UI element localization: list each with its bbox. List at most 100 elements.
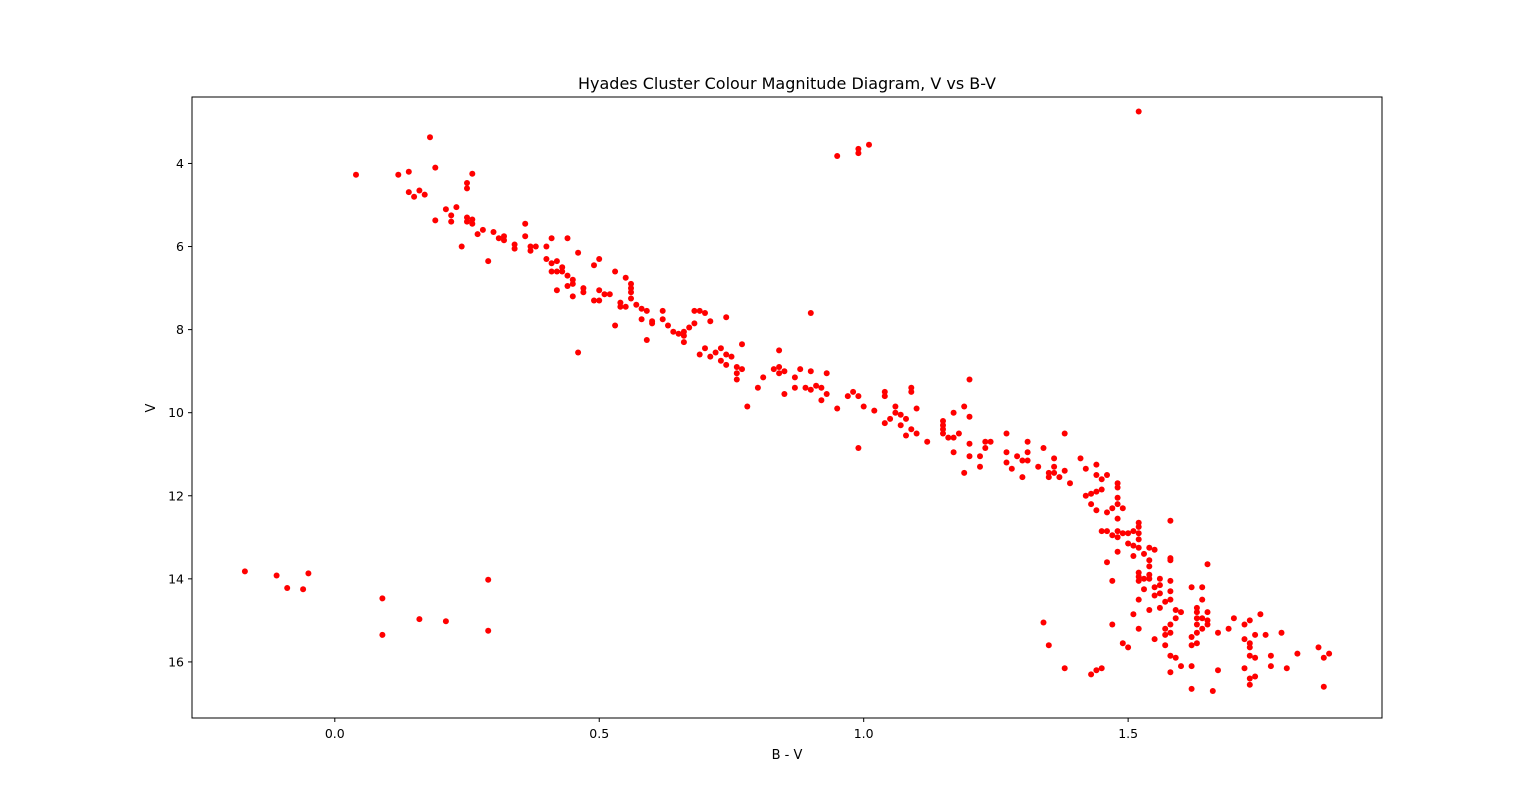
data-point (1225, 625, 1232, 632)
data-point (1188, 685, 1195, 692)
data-point (1082, 492, 1089, 499)
data-point (733, 370, 740, 377)
data-point (522, 220, 529, 227)
data-point (966, 440, 973, 447)
data-point (1114, 548, 1121, 555)
data-point (1146, 607, 1153, 613)
data-point (564, 283, 571, 289)
data-point (543, 256, 550, 262)
data-point (448, 218, 455, 225)
data-point (601, 291, 608, 298)
data-point (1024, 438, 1031, 445)
data-point (596, 287, 603, 294)
y-axis-label: V (144, 403, 159, 412)
data-point (1135, 530, 1142, 537)
data-point (739, 341, 745, 348)
data-point (723, 314, 730, 321)
data-point (1051, 455, 1058, 462)
data-point (1151, 584, 1158, 591)
x-tick-label: 1.5 (1118, 726, 1138, 741)
data-point (813, 382, 820, 389)
data-point (1199, 615, 1206, 622)
data-point (569, 280, 576, 287)
data-point (1109, 532, 1116, 539)
data-point (855, 393, 862, 400)
data-point (591, 297, 597, 304)
data-point (961, 469, 968, 476)
data-point (754, 384, 761, 391)
data-point (569, 293, 576, 300)
data-point (353, 171, 359, 178)
data-point (1262, 631, 1269, 638)
data-point (1130, 611, 1137, 618)
y-tick-label: 14 (168, 571, 184, 586)
data-point (844, 393, 851, 400)
data-point (712, 349, 719, 356)
data-point (469, 170, 476, 177)
data-point (606, 291, 613, 298)
data-point (1230, 615, 1237, 622)
data-point (559, 264, 566, 271)
data-point (733, 364, 740, 370)
data-points (241, 108, 1333, 694)
data-point (1135, 108, 1142, 115)
data-point (305, 570, 312, 577)
data-point (612, 322, 619, 329)
data-point (1151, 546, 1158, 553)
data-point (1204, 617, 1211, 624)
data-point (707, 353, 714, 360)
data-point (966, 453, 973, 460)
data-point (834, 405, 841, 412)
data-point (485, 576, 492, 583)
data-point (834, 153, 841, 159)
data-point (564, 235, 571, 242)
data-point (892, 403, 899, 410)
data-point (1024, 449, 1031, 456)
y-tick-label: 6 (176, 239, 184, 254)
data-point (1024, 457, 1031, 464)
data-point (1167, 596, 1174, 603)
data-point (791, 374, 798, 381)
data-point (776, 370, 783, 377)
data-point (416, 616, 423, 623)
data-point (1241, 636, 1248, 643)
data-point (850, 388, 857, 395)
data-point (569, 276, 576, 283)
data-point (1167, 621, 1174, 628)
data-point (855, 145, 862, 152)
data-point (1172, 615, 1179, 622)
data-point (1252, 631, 1259, 638)
data-point (897, 422, 904, 429)
x-tick-label: 0.0 (325, 726, 345, 741)
data-point (950, 434, 957, 441)
data-point (1093, 461, 1100, 468)
data-point (617, 299, 624, 306)
data-point (442, 618, 449, 625)
data-point (464, 180, 470, 186)
x-tick-label: 0.5 (589, 726, 609, 741)
data-point (818, 397, 825, 404)
data-point (1188, 663, 1195, 670)
data-point (728, 353, 735, 360)
data-point (903, 432, 909, 439)
data-point (1135, 544, 1142, 551)
data-point (1051, 469, 1058, 476)
data-point (855, 150, 862, 157)
data-point (924, 438, 931, 445)
data-point (866, 141, 872, 148)
data-point (1104, 559, 1110, 566)
data-point (940, 418, 946, 424)
data-point (1114, 480, 1121, 487)
data-point (1146, 575, 1153, 582)
data-point (977, 453, 983, 460)
data-point (1278, 629, 1285, 636)
data-point (665, 322, 671, 329)
data-point (802, 384, 809, 391)
data-point (987, 438, 994, 445)
data-point (881, 388, 888, 395)
data-point (897, 411, 904, 418)
data-point (464, 218, 470, 225)
data-point (1014, 453, 1021, 460)
data-point (691, 307, 698, 314)
data-point (940, 422, 946, 429)
